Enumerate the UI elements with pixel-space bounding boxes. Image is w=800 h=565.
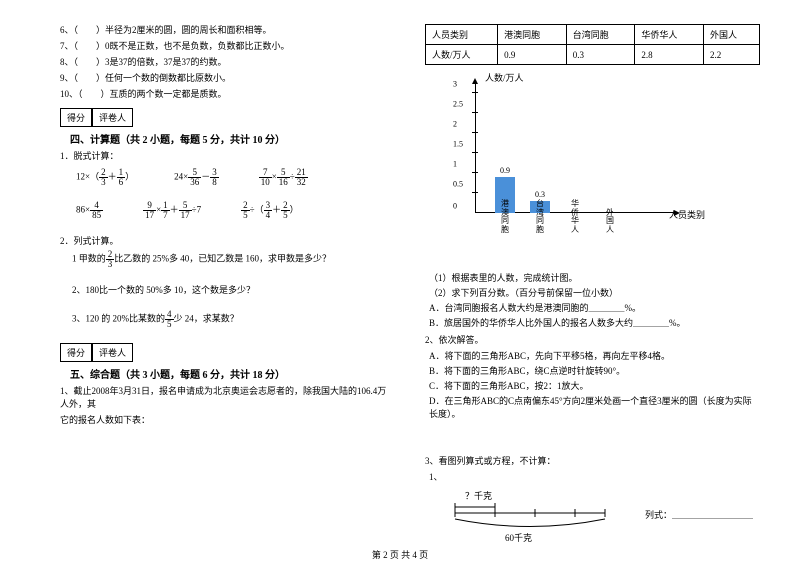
problem-diagram: ？千克 60千克 bbox=[445, 489, 625, 544]
q2-d: D．在三角形ABC的C点南偏东45°方向2厘米处画一个直径3厘米的圆（长度为实际… bbox=[429, 394, 760, 420]
xlabel-0: 港澳同胞 bbox=[499, 200, 511, 235]
q4-1-label: 1．脱式计算： bbox=[60, 149, 395, 162]
th-3: 华侨华人 bbox=[635, 25, 704, 45]
q2-title: 2、依次解答。 bbox=[425, 333, 760, 346]
math-row-2: 86×485 917×17＋517÷7 25÷（34＋25） bbox=[76, 201, 395, 220]
sub-sB: B．旅居国外的华侨华人比外国人的报名人数多大约＿＿＿＿%。 bbox=[429, 316, 760, 329]
ytick-5: 2.5 bbox=[453, 100, 463, 109]
xlabel-1: 台湾同胞 bbox=[534, 200, 546, 235]
page-footer: 第 2 页 共 4 页 bbox=[0, 548, 800, 561]
math-row-1: 12×（23＋16） 24×536－38 710×516÷2132 bbox=[76, 168, 395, 187]
ytick-1: 0.5 bbox=[453, 180, 463, 189]
bar-chart: 人数/万人 人员类别 0 0.5 1 1.5 2 2.5 3 0.9 0.3 港… bbox=[445, 73, 685, 233]
th-1: 港澳同胞 bbox=[498, 25, 567, 45]
q2-c: C．将下面的三角形ABC，按2：1放大。 bbox=[429, 379, 760, 392]
chart-y-title: 人数/万人 bbox=[485, 71, 524, 84]
q5-1a: 1、截止2008年3月31日，报名申请成为北京奥运会志愿者的，除我国大陆的106… bbox=[60, 384, 395, 410]
td-1: 0.3 bbox=[566, 45, 635, 65]
xlabel-3: 外国人 bbox=[604, 209, 616, 235]
q2-b: B．将下面的三角形ABC，绕C点逆时针旋转90°。 bbox=[429, 364, 760, 377]
sub-s1: （1）根据表里的人数，完成统计图。 bbox=[429, 271, 760, 284]
arrow-up-icon bbox=[472, 78, 478, 84]
td-0: 0.9 bbox=[498, 45, 567, 65]
table-data-row: 人数/万人 0.9 0.3 2.8 2.2 bbox=[426, 45, 760, 65]
reviewer-cell: 评卷人 bbox=[92, 108, 133, 127]
y-axis bbox=[475, 83, 476, 213]
sub-s2: （2）求下列百分数。（百分号前保留一位小数） bbox=[429, 286, 760, 299]
judgment-6: 6、（ ）半径为2厘米的圆，圆的周长和面积相等。 bbox=[60, 23, 395, 36]
q3-sub: 1、 bbox=[429, 470, 760, 483]
q4-2-3: 3、120 的 20%比某数的45少 24，求某数？ bbox=[72, 310, 395, 329]
judgment-8: 8、（ ）3是37的倍数，37是37的约数。 bbox=[60, 55, 395, 68]
td-2: 2.8 bbox=[635, 45, 704, 65]
reviewer-cell-5: 评卷人 bbox=[92, 343, 133, 362]
sub-sA: A．台湾同胞报名人数大约是港澳同胞的＿＿＿＿%。 bbox=[429, 301, 760, 314]
th-2: 台湾同胞 bbox=[566, 25, 635, 45]
judgment-9: 9、（ ）任何一个数的倒数都比原数小。 bbox=[60, 71, 395, 84]
bar-val-1: 0.3 bbox=[535, 190, 545, 199]
judgment-10: 10、（ ）互质的两个数一定都是质数。 bbox=[60, 87, 395, 100]
section-4-title: 四、计算题（共 2 小题，每题 5 分，共计 10 分） bbox=[70, 135, 285, 146]
chart-x-title: 人员类别 bbox=[669, 208, 705, 221]
table-header-row: 人员类别 港澳同胞 台湾同胞 华侨华人 外国人 bbox=[426, 25, 760, 45]
score-cell-5: 得分 bbox=[60, 343, 92, 362]
th-4: 外国人 bbox=[703, 25, 759, 45]
formula-field: 列式：＿＿＿＿＿＿＿＿＿ bbox=[645, 508, 753, 521]
ytick-2: 1 bbox=[453, 160, 457, 169]
q4-2-label: 2．列式计算。 bbox=[60, 234, 395, 247]
th-0: 人员类别 bbox=[426, 25, 498, 45]
score-cell: 得分 bbox=[60, 108, 92, 127]
judgment-7: 7、（ ）0既不是正数，也不是负数，负数都比正数小。 bbox=[60, 39, 395, 52]
ytick-4: 2 bbox=[453, 120, 457, 129]
data-table: 人员类别 港澳同胞 台湾同胞 华侨华人 外国人 人数/万人 0.9 0.3 2.… bbox=[425, 24, 760, 65]
ytick-0: 0 bbox=[453, 202, 457, 211]
section-5-title: 五、综合题（共 3 小题，每题 6 分，共计 18 分） bbox=[70, 370, 285, 381]
row-label: 人数/万人 bbox=[426, 45, 498, 65]
score-box-5: 得分 评卷人 bbox=[60, 343, 395, 362]
bar-val-0: 0.9 bbox=[500, 166, 510, 175]
ytick-3: 1.5 bbox=[453, 140, 463, 149]
diagram-bottom-label: 60千克 bbox=[505, 531, 532, 544]
q3-title: 3、看图列算式或方程，不计算： bbox=[425, 454, 760, 467]
q5-1b: 它的报名人数如下表： bbox=[60, 413, 395, 426]
td-3: 2.2 bbox=[703, 45, 759, 65]
q4-2-1: 1 甲数的23比乙数的 25%多 40，已知乙数是 160，求甲数是多少？ bbox=[72, 250, 395, 269]
score-box-4: 得分 评卷人 bbox=[60, 108, 395, 127]
xlabel-2: 华侨华人 bbox=[569, 200, 581, 235]
q4-2-2: 2、180比一个数的 50%多 10，这个数是多少？ bbox=[72, 283, 395, 296]
q2-a: A．将下面的三角形ABC，先向下平移5格，再向左平移4格。 bbox=[429, 349, 760, 362]
ytick-6: 3 bbox=[453, 80, 457, 89]
